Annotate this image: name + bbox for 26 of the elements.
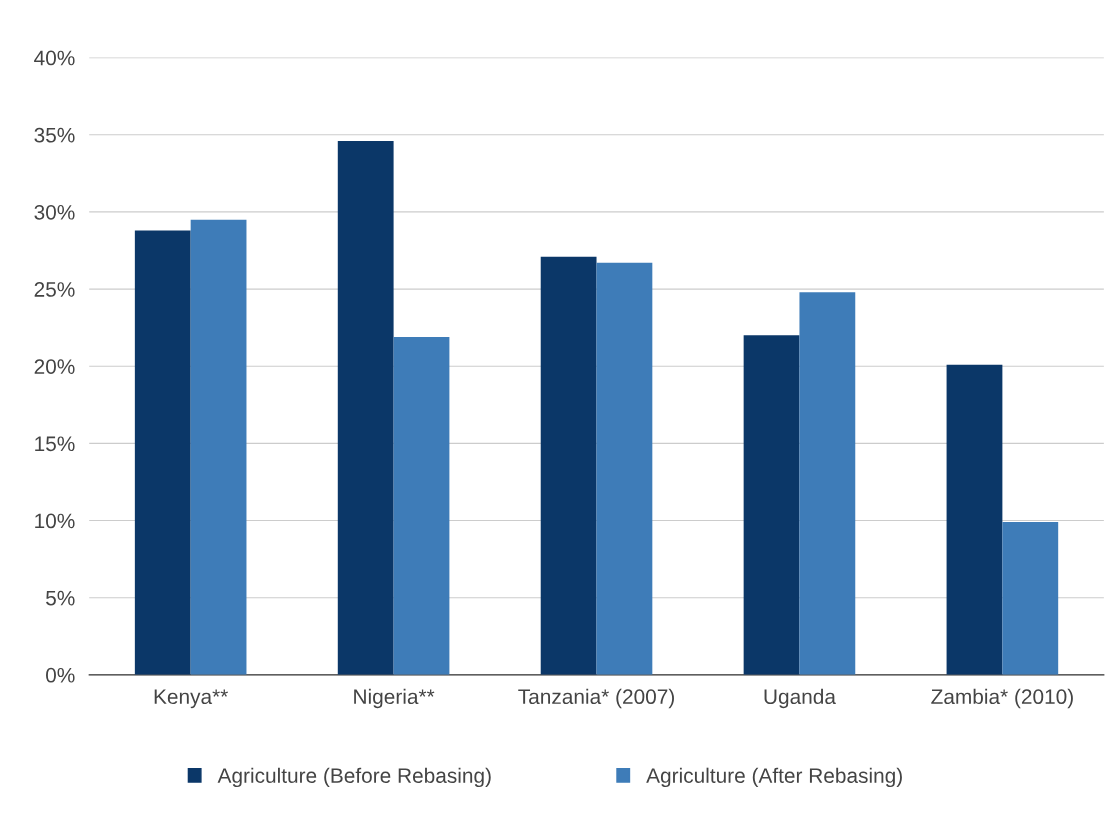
legend-label: Agriculture (After Rebasing) <box>646 767 902 788</box>
legend-label: Agriculture (Before Rebasing) <box>217 767 491 788</box>
bar <box>946 364 1003 675</box>
y-tick-label: 0% <box>46 667 75 683</box>
y-tick-label: 25% <box>34 282 75 297</box>
y-tick-label: 10% <box>35 513 75 529</box>
y-tick-label: 20% <box>34 359 75 374</box>
y-tick-label: 30% <box>34 204 75 220</box>
bar <box>799 292 856 675</box>
y-tick-label: 5% <box>46 590 75 606</box>
bar <box>743 335 800 675</box>
bar <box>596 262 653 675</box>
x-tick-label: Tanzania* (2007) <box>518 688 674 709</box>
bar <box>134 230 191 675</box>
x-tick-label: Uganda <box>764 688 836 709</box>
bar <box>540 256 597 675</box>
x-tick-label: Nigeria** <box>354 688 435 709</box>
x-tick-label: Zambia* (2010) <box>931 688 1073 709</box>
x-tick-label: Kenya** <box>154 689 228 709</box>
bar <box>337 140 394 675</box>
y-tick-label: 40% <box>34 50 75 66</box>
y-tick-label: 35% <box>34 127 75 143</box>
bar <box>393 336 450 675</box>
bar <box>1002 522 1059 675</box>
y-tick-label: 15% <box>35 436 75 452</box>
bar <box>190 219 247 675</box>
